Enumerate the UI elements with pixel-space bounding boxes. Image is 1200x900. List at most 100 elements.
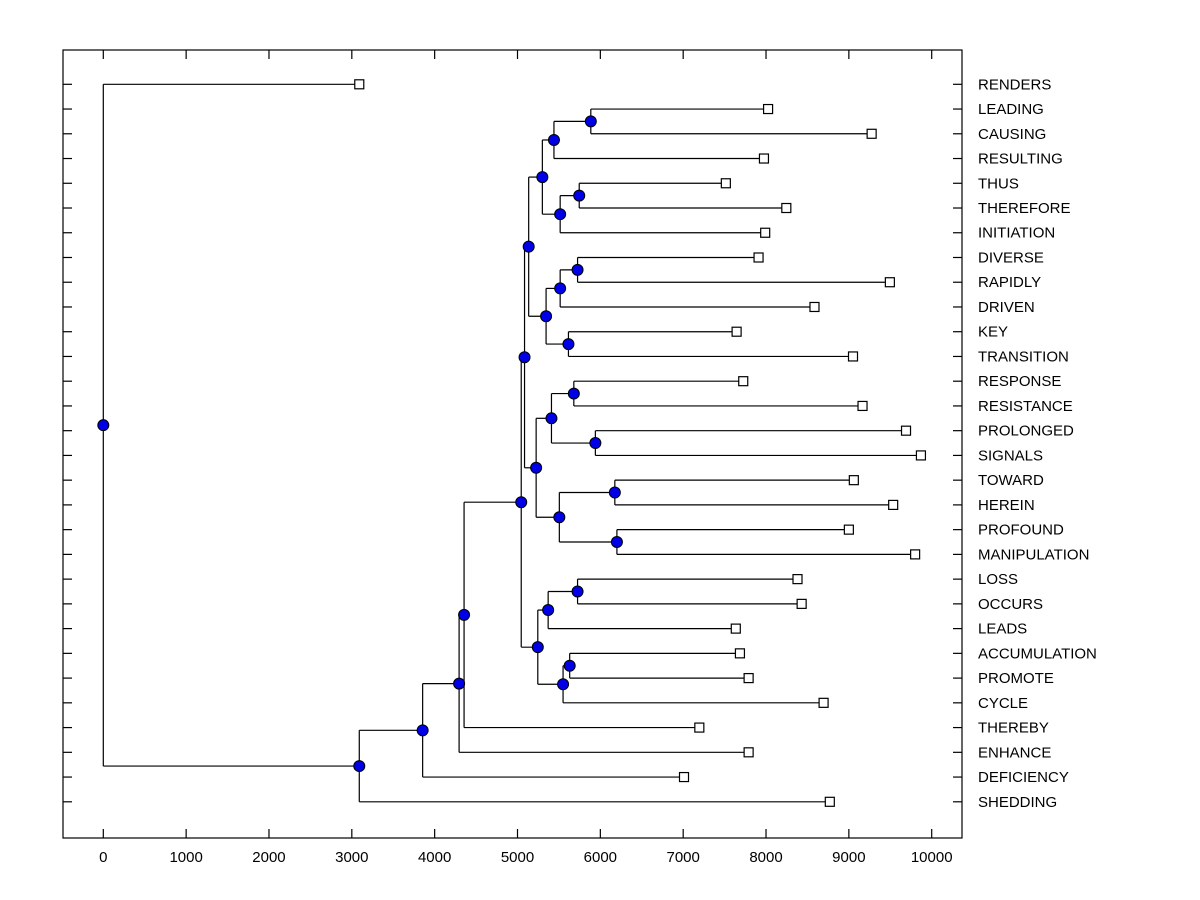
leaf-marker [910, 549, 921, 560]
leaf-label: THEREFORE [978, 200, 1071, 217]
internal-node-marker [584, 115, 597, 128]
leaf-label: TRANSITION [978, 348, 1069, 365]
x-axis-tick-label: 8000 [749, 849, 782, 866]
internal-node-marker [571, 263, 584, 276]
internal-node-marker [545, 412, 558, 425]
internal-node-marker [453, 677, 466, 690]
leaf-label: RENDERS [978, 76, 1051, 93]
leaf-marker [738, 376, 749, 387]
internal-node-marker [97, 419, 110, 432]
internal-node-marker [515, 496, 528, 509]
leaf-marker [760, 227, 771, 238]
internal-node-marker [531, 641, 544, 654]
internal-node-marker [563, 659, 576, 672]
leaf-label: PROMOTE [978, 670, 1054, 687]
leaf-label: SIGNALS [978, 447, 1043, 464]
x-axis-tick-label: 2000 [252, 849, 285, 866]
internal-node-marker [562, 338, 575, 351]
x-axis-tick-label: 9000 [832, 849, 865, 866]
leaf-marker [762, 103, 774, 115]
plot-border [62, 49, 963, 839]
internal-node-marker [608, 486, 621, 499]
leaf-label: HEREIN [978, 497, 1035, 514]
leaf-label: RESPONSE [978, 373, 1061, 390]
internal-node-marker [589, 437, 602, 450]
leaf-label: CYCLE [978, 695, 1028, 712]
leaf-label: INITIATION [978, 225, 1055, 242]
x-axis-tick-label: 10000 [911, 849, 953, 866]
x-axis-tick-label: 3000 [335, 849, 368, 866]
leaf-label: RESULTING [978, 151, 1063, 168]
leaf-label: PROFOUND [978, 522, 1064, 539]
internal-node-marker [571, 585, 584, 598]
internal-node-marker [540, 310, 553, 323]
internal-node-marker [416, 724, 429, 737]
leaf-label: DEFICIENCY [978, 769, 1069, 786]
leaf-marker [730, 623, 741, 634]
internal-node-marker [458, 608, 471, 621]
internal-node-marker [557, 678, 570, 691]
internal-node-marker [522, 240, 535, 253]
leaf-label: KEY [978, 324, 1008, 341]
leaf-label: DRIVEN [978, 299, 1035, 316]
leaf-label: LOSS [978, 571, 1018, 588]
internal-node-marker [353, 760, 366, 773]
leaf-marker [731, 326, 742, 337]
leaf-label: THUS [978, 175, 1019, 192]
leaf-label: ENHANCE [978, 744, 1051, 761]
leaf-label: LEADS [978, 621, 1027, 638]
leaf-marker [847, 351, 859, 362]
leaf-marker [781, 202, 792, 214]
internal-node-marker [547, 133, 560, 146]
leaf-label: RESISTANCE [978, 398, 1073, 415]
leaf-marker [824, 796, 835, 807]
leaf-marker [809, 301, 820, 313]
x-axis-tick-label: 1000 [169, 849, 202, 866]
leaf-marker [694, 722, 705, 733]
internal-node-marker [536, 171, 549, 184]
internal-node-marker [554, 282, 567, 295]
leaf-label: MANIPULATION [978, 546, 1089, 563]
leaf-marker [743, 747, 754, 758]
internal-node-marker [553, 511, 566, 524]
leaf-marker [753, 252, 764, 263]
leaf-label: ACCUMULATION [978, 645, 1097, 662]
leaf-marker [796, 598, 807, 609]
leaf-marker [678, 771, 690, 783]
leaf-label: THEREBY [978, 720, 1049, 737]
internal-node-marker [518, 351, 531, 364]
leaf-marker [884, 277, 895, 288]
leaf-marker [354, 79, 365, 90]
x-axis-tick-label: 7000 [666, 849, 699, 866]
leaf-label: RAPIDLY [978, 274, 1041, 291]
internal-node-marker [542, 604, 555, 617]
x-axis-tick-label: 0 [99, 849, 107, 866]
internal-node-marker [567, 387, 580, 400]
leaf-marker [743, 672, 754, 684]
leaf-label: OCCURS [978, 596, 1043, 613]
x-axis-tick-label: 6000 [584, 849, 617, 866]
leaf-marker [848, 475, 859, 486]
leaf-label: CAUSING [978, 126, 1046, 143]
internal-node-marker [554, 208, 567, 221]
leaf-marker [818, 697, 829, 708]
leaf-marker [900, 425, 912, 436]
leaf-marker [843, 524, 854, 535]
leaf-label: TOWARD [978, 472, 1044, 489]
leaf-marker [792, 574, 803, 585]
internal-node-marker [530, 461, 543, 474]
leaf-marker [888, 499, 899, 511]
leaf-marker [857, 400, 868, 412]
leaf-marker [866, 128, 877, 139]
leaf-label: SHEDDING [978, 794, 1057, 811]
x-axis-tick-label: 4000 [418, 849, 451, 866]
leaf-label: DIVERSE [978, 249, 1044, 266]
leaf-marker [758, 153, 770, 164]
x-axis-tick-label: 5000 [501, 849, 534, 866]
leaf-marker [915, 450, 927, 461]
leaf-marker [720, 178, 731, 189]
leaf-label: LEADING [978, 101, 1044, 118]
internal-node-marker [573, 189, 586, 202]
